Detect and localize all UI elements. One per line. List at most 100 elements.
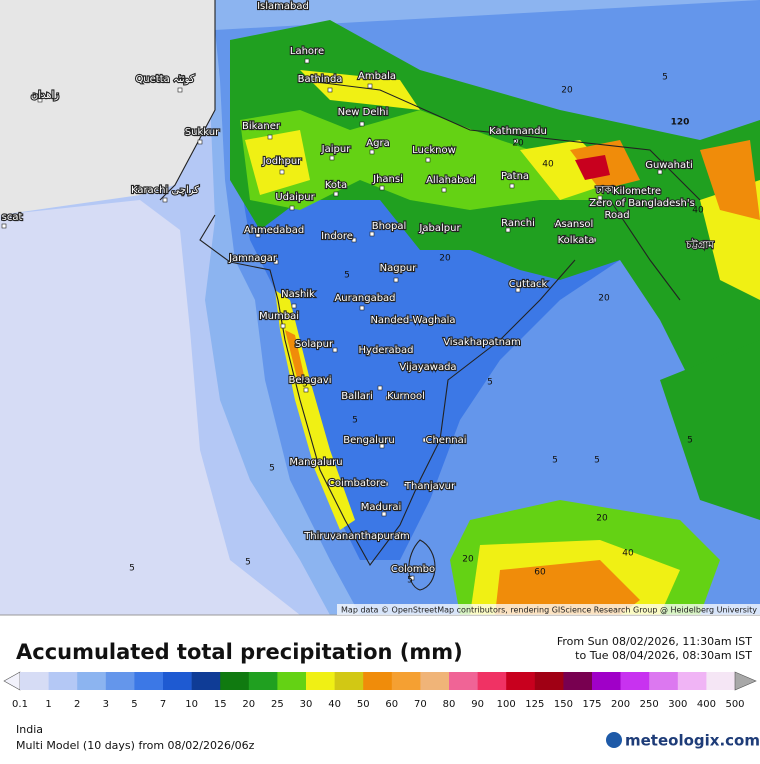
legend-tick-label: 1 [45, 699, 51, 710]
legend-swatch [77, 672, 107, 690]
city-dot [419, 229, 425, 235]
city-dot [273, 259, 279, 265]
city-label: Udaipur [275, 192, 315, 203]
city-label: Zero of Bangladesh's [589, 198, 695, 209]
model: Multi Model (10 days) from 08/02/2026/06… [16, 739, 255, 752]
city-dot [425, 157, 431, 163]
border-line [159, 0, 701, 591]
contour-label: 60 [534, 568, 546, 578]
legend-tick-label: 400 [697, 699, 716, 710]
legend-swatch [363, 672, 393, 690]
city-dot [365, 351, 371, 357]
sea-light [0, 200, 300, 615]
city-label: Chennai [425, 435, 466, 446]
city-label: Indore [321, 231, 353, 242]
legend-arrow-left [3, 671, 21, 691]
legend-swatch [706, 672, 736, 690]
city-dot [177, 87, 183, 93]
legend-arrow-right [734, 671, 757, 691]
city-label: Visakhapatnam [443, 337, 521, 348]
legend-swatch [163, 672, 192, 690]
contour-label: 5 [407, 576, 413, 586]
legend-tick-label: 20 [242, 699, 255, 710]
city-label: Guwahati [645, 160, 693, 171]
city-dot [351, 237, 357, 243]
city-dot [397, 531, 403, 537]
city-label: Kathmandu [489, 126, 547, 137]
legend-tick-label: 300 [668, 699, 687, 710]
contour-label: 5 [269, 464, 275, 474]
contour-label: 20 [596, 514, 608, 524]
city-label: Allahabad [426, 175, 476, 186]
land-orange [570, 140, 760, 220]
city-label: Mangaluru [289, 457, 342, 468]
city-dot [385, 395, 391, 401]
city-labels: Islamabad Lahore Bathinda Ambala Quetta کوئٹ… [1, 0, 715, 581]
city-dot [289, 205, 295, 211]
legend-bar: 0.1 1 2 3 5 7 10 15 20 25 30 40 50 60 70 80 90 100 125 150 1… [3, 671, 757, 710]
city-dot [379, 443, 385, 449]
city-label: Kurnool [387, 391, 425, 402]
legend-swatch [677, 672, 707, 690]
legend-swatch [220, 672, 250, 690]
city-label: Kota [325, 180, 347, 191]
city-label: scat [2, 212, 23, 223]
city-dot [403, 481, 409, 487]
contour-label: 20 [439, 254, 451, 264]
city-label: Mumbai [259, 311, 299, 322]
land-green [230, 20, 760, 420]
city-dot [303, 387, 309, 393]
city-dot [513, 138, 519, 144]
legend-tick-label: 500 [725, 699, 744, 710]
contour-label: 20 [561, 86, 573, 96]
contour-labels: 5 5 5 5 5 5 5 5 5 5 5 5 20 20 20 20 20 20 40 40 40 60 120 [129, 73, 704, 586]
city-label: New Delhi [338, 107, 389, 118]
land-red [575, 155, 610, 180]
city-dot [393, 277, 399, 283]
city-label: Solapur [295, 339, 334, 350]
legend-from: From Sun 08/02/2026, 11:30am IST [557, 635, 752, 648]
city-dot [359, 121, 365, 127]
city-label: Ranchi [501, 218, 535, 229]
legend-tick-label: 10 [185, 699, 198, 710]
city-label: ঢাকা [595, 185, 616, 196]
city-dot [509, 183, 515, 189]
city-dot [515, 287, 521, 293]
city-label: Kolkata [558, 235, 595, 246]
contour-label: 5 [687, 436, 693, 446]
city-dot [255, 232, 261, 238]
legend-swatch [191, 672, 221, 690]
city-label: زاهدان [31, 90, 59, 101]
legend-swatch [134, 672, 164, 690]
city-label: Islamabad [257, 1, 309, 12]
legend-tick-label: 30 [300, 699, 313, 710]
city-dot [279, 169, 285, 175]
legend-tick-label: 90 [471, 699, 484, 710]
legend-swatch [277, 672, 307, 690]
contour-label: 120 [671, 118, 690, 128]
city-dot [441, 187, 447, 193]
city-dot [162, 197, 168, 203]
city-label: Jhansi [372, 174, 403, 185]
legend-swatch [334, 672, 364, 690]
legend-tick-label: 15 [214, 699, 227, 710]
legend-tick-label: 2 [74, 699, 80, 710]
contour-label: 5 [594, 456, 600, 466]
legend-tick-label: 175 [582, 699, 601, 710]
city-dot [505, 227, 511, 233]
city-dot [407, 365, 413, 371]
legend-swatch [592, 672, 621, 690]
legend-tick-label: 7 [160, 699, 166, 710]
legend-tick-label: 60 [385, 699, 398, 710]
attribution: Map data © OpenStreetMap contributors, r… [341, 606, 757, 615]
city-dot [377, 385, 383, 391]
contour-label: 5 [302, 380, 308, 390]
legend-swatch [620, 672, 650, 690]
legend-tick-label: 25 [271, 699, 284, 710]
city-label: Bhopal [372, 221, 407, 232]
city-label: Bengaluru [343, 435, 394, 446]
contour-label: 5 [487, 378, 493, 388]
legend-swatch [477, 672, 507, 690]
city-label: Belagavi [288, 375, 331, 386]
brand: meteologix.com [625, 732, 760, 750]
